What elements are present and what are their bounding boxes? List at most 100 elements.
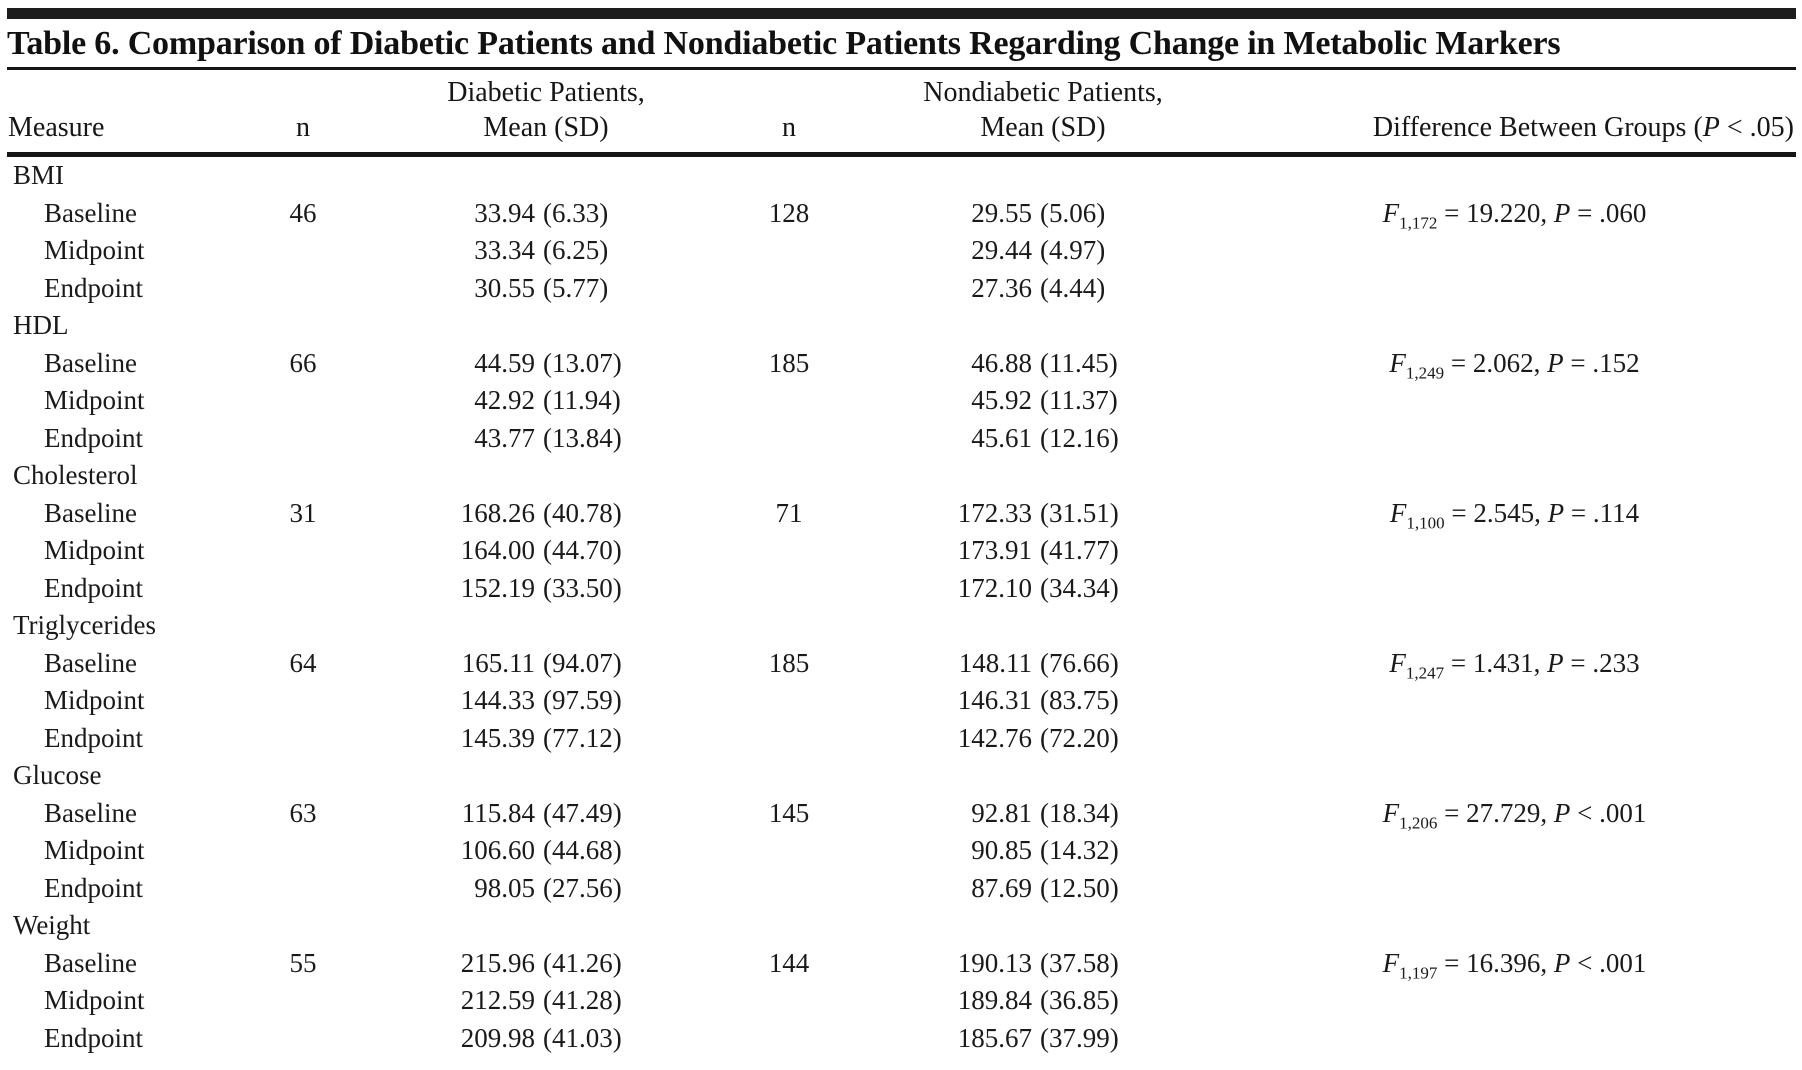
sd-value: (6.33) [543,197,609,228]
f-degrees-of-freedom: 1,172 [1399,212,1438,232]
header-group-row: Diabetic Patients, Nondiabetic Patients, [7,70,1796,110]
mean-sd-value: 164.00 (44.70) [455,532,637,570]
sd-value: (5.06) [1040,197,1106,228]
sd-value: (41.03) [543,1022,622,1053]
diabetic-mean-sd-cell: 215.96 (41.26) [367,945,725,983]
n-diabetic-value [239,720,367,758]
f-statistic: F1,172 = 19.220, P = .060 [1383,198,1647,231]
p-symbol: P [1547,347,1564,378]
mean-sd-value: 185.67 (37.99) [952,1020,1134,1058]
diabetic-mean-sd-cell: 164.00 (44.70) [367,532,725,570]
top-rule-bar [7,8,1796,19]
data-row: Midpoint 42.92 (11.94) 45.92 (11.37) [7,382,1796,420]
f-degrees-of-freedom: 1,247 [1405,662,1445,682]
mean-value: 152.19 [460,572,535,603]
n-nondiabetic-value [725,832,853,870]
mean-value: 106.60 [460,835,535,865]
nondiabetic-mean-sd-cell: 29.44 (4.97) [853,232,1233,270]
table-body: BMI Baseline 46 33.94 (6.33) 128 29.55 (5.06) F1… [7,155,1796,1058]
title-rule [7,67,1796,70]
mean-sd-value: 212.59 (41.28) [455,982,637,1020]
mean-sd-value: 215.96 (41.26) [455,945,637,983]
n-diabetic-value: 55 [289,947,317,978]
p-symbol: P [1553,797,1571,828]
difference-cell: F1,172 = 19.220, P = .060 [1233,195,1796,233]
n-diabetic-value: 63 [289,797,317,828]
nondiabetic-mean-sd-cell: 146.31 (83.75) [853,682,1233,720]
nondiabetic-mean-sd-cell: 173.91 (41.77) [853,532,1233,570]
diabetic-mean-sd-cell: 144.33 (97.59) [367,682,725,720]
nondiabetic-mean-sd-cell: 90.85 (14.32) [853,832,1233,870]
mean-sd-value: 29.44 (4.97) [952,232,1134,270]
mean-value: 190.13 [957,947,1032,978]
data-row: Endpoint 30.55 (5.77) 27.36 (4.44) [7,270,1796,308]
f-statistic: F1,249 = 2.062, P = .152 [1389,347,1639,381]
mean-value: 33.34 [474,235,535,265]
mean-sd-value: 173.91 (41.77) [952,532,1134,570]
p-symbol: P [1547,497,1565,528]
sd-value: (4.97) [1040,235,1106,265]
sd-value: (41.26) [543,947,622,978]
mean-value: 29.44 [971,235,1032,265]
p-value: = .233 [1563,647,1640,678]
f-degrees-of-freedom: 1,249 [1405,362,1445,382]
table-header: Diabetic Patients, Nondiabetic Patients,… [7,70,1796,155]
mean-sd-value: 142.76 (72.20) [952,720,1134,758]
n-nondiabetic-value [725,870,853,908]
n-diabetic-value [239,270,367,308]
n-nondiabetic-value [725,982,853,1020]
section-label: HDL [13,310,69,340]
mean-sd-value: 45.61 (12.16) [952,420,1134,458]
difference-cell [1233,832,1796,870]
section-label: Triglycerides [13,610,156,640]
mean-value: 45.92 [971,385,1032,415]
sd-value: (72.20) [1040,722,1119,753]
difference-cell [1233,1020,1796,1058]
nondiabetic-mean-sd-cell: 172.10 (34.34) [853,570,1233,608]
mean-value: 27.36 [971,272,1032,303]
mean-value: 215.96 [460,947,535,978]
p-value: < .001 [1570,947,1647,978]
sd-value: (41.28) [543,985,622,1015]
f-statistic: F1,197 = 16.396, P < .001 [1383,947,1647,981]
n-nondiabetic-value [725,232,853,270]
f-symbol: F [1389,347,1406,378]
header-difference-between-groups: Difference Between Groups (P < .05) [1233,110,1796,155]
table-title: Table 6. Comparison of Diabetic Patients… [7,25,1561,62]
f-symbol: F [1382,797,1400,828]
mean-value: 212.59 [460,985,535,1015]
mean-value: 45.61 [971,422,1032,453]
data-row: Midpoint 33.34 (6.25) 29.44 (4.97) [7,232,1796,270]
sd-value: (13.84) [543,422,622,453]
mean-sd-value: 44.59 (13.07) [455,345,637,383]
f-value: = 16.396, [1437,947,1554,978]
data-row: Endpoint 152.19 (33.50) 172.10 (34.34) [7,570,1796,608]
n-nondiabetic-value: 185 [768,347,810,378]
header-mean-sd-diabetic: Mean (SD) [483,112,609,143]
f-degrees-of-freedom: 1,197 [1399,962,1438,982]
nondiabetic-mean-sd-cell: 45.61 (12.16) [853,420,1233,458]
difference-cell [1233,682,1796,720]
n-diabetic-value: 64 [289,647,317,678]
row-label: Baseline [44,347,137,378]
section-label: BMI [13,160,65,190]
row-label: Midpoint [44,685,145,715]
mean-sd-value: 172.33 (31.51) [952,495,1134,533]
header-spacer [725,70,853,110]
mean-value: 173.91 [957,535,1032,565]
difference-cell [1233,532,1796,570]
difference-header-text: Difference Between Groups ( [1372,112,1703,143]
f-statistic: F1,206 = 27.729, P < .001 [1382,797,1647,831]
f-statistic: F1,100 = 2.545, P = .114 [1390,497,1639,531]
mean-sd-value: 92.81 (18.34) [952,795,1134,833]
mean-value: 29.55 [971,197,1032,228]
data-row: Endpoint 98.05 (27.56) 87.69 (12.50) [7,870,1796,908]
row-label: Endpoint [44,422,143,453]
n-nondiabetic-value: 185 [768,647,810,678]
data-row: Baseline 66 44.59 (13.07) 185 46.88 (11.45) F1,… [7,345,1796,383]
n-diabetic-value [239,420,367,458]
nondiabetic-mean-sd-cell: 45.92 (11.37) [853,382,1233,420]
row-label: Baseline [44,947,137,978]
header-mean-sd-nondiabetic: Mean (SD) [980,112,1106,143]
data-row: Baseline 55 215.96 (41.26) 144 190.13 (37.58) F… [7,945,1796,983]
